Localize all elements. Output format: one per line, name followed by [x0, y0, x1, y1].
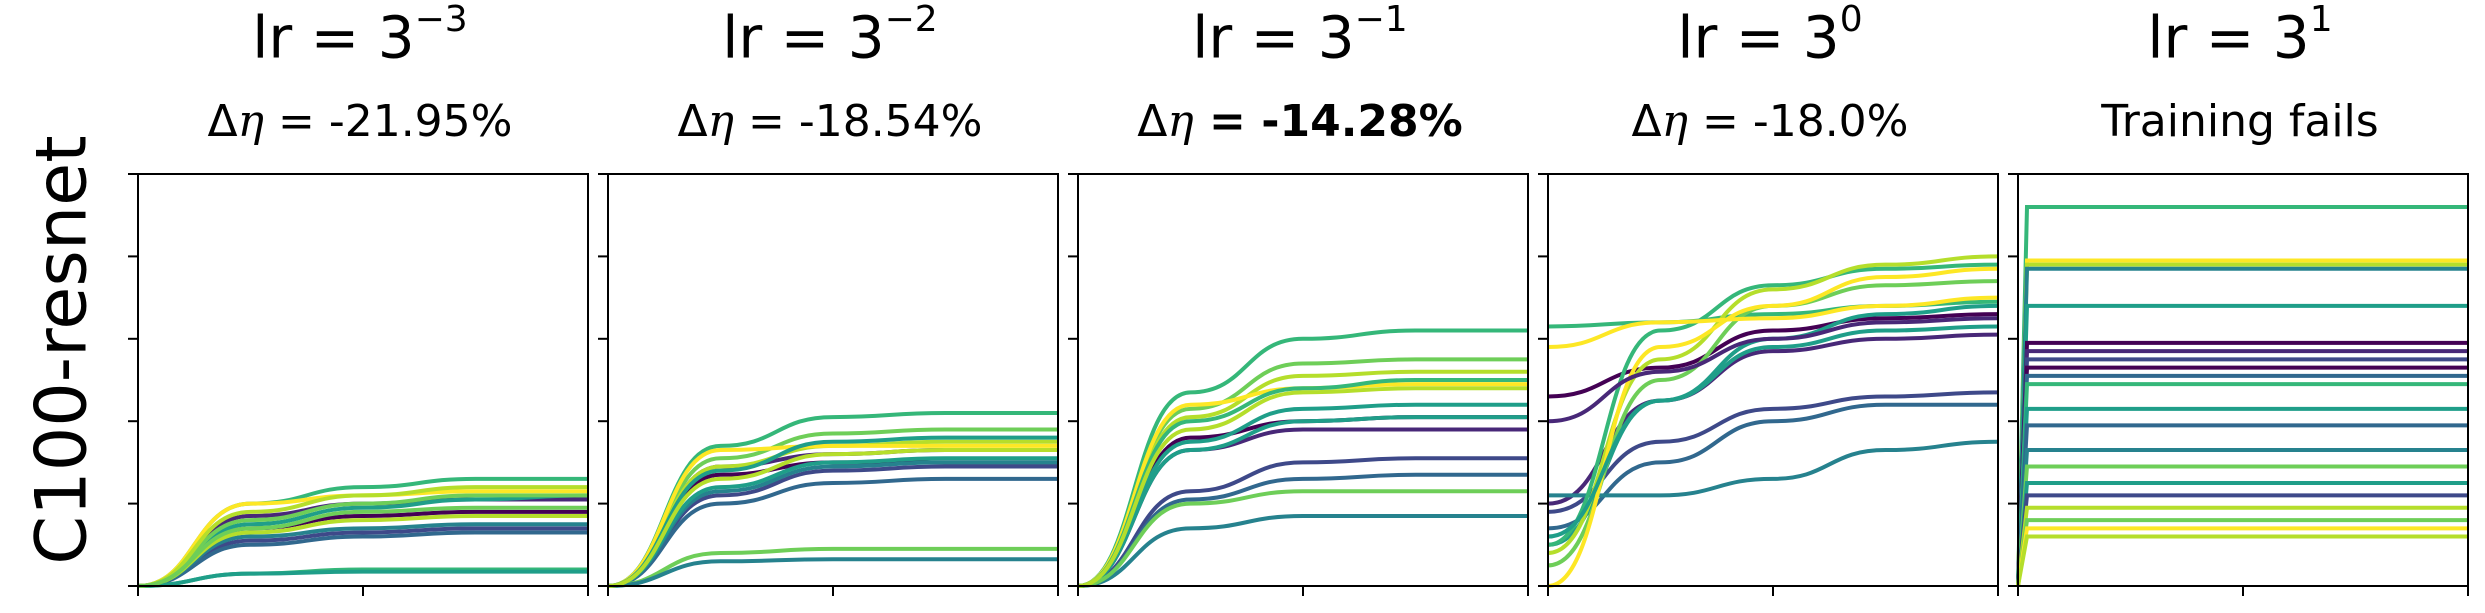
- panel-title-5: lr = 31: [2147, 0, 2333, 72]
- series-line: [1548, 439, 1999, 498]
- plot-panel-4: [1538, 173, 1999, 596]
- series-line: [1077, 456, 1528, 588]
- panel-subtitle-3: Δη = -14.28%: [1137, 96, 1463, 147]
- series-line: [2016, 340, 2468, 587]
- panel-subtitle-4: Δη = -18.0%: [1631, 96, 1909, 147]
- row-label: C100-resnet: [21, 135, 103, 565]
- series-line: [607, 435, 1058, 588]
- panel-title-1: lr = 3−3: [252, 0, 468, 72]
- series-line: [1077, 513, 1528, 588]
- series-line: [2016, 534, 2468, 587]
- series-line: [1547, 262, 1999, 547]
- series-line: [1077, 489, 1528, 588]
- panel-subtitle-5: Training fails: [2101, 96, 2379, 147]
- series-line: [1547, 303, 1999, 539]
- series-line: [607, 456, 1058, 588]
- series-line: [137, 526, 588, 588]
- series-line: [1547, 312, 1999, 399]
- line-chart-1: [128, 173, 589, 596]
- series-line: [607, 448, 1058, 588]
- series-line: [1077, 382, 1529, 588]
- series-line: [1077, 415, 1528, 588]
- series-line: [137, 505, 588, 588]
- series-line: [1547, 390, 1999, 514]
- series-line: [1547, 402, 1998, 531]
- series-line: [2016, 382, 2468, 587]
- line-chart-2: [598, 173, 1059, 596]
- series-line: [607, 546, 1058, 588]
- series-line: [2016, 357, 2468, 587]
- line-chart-3: [1068, 173, 1529, 596]
- series-line: [2016, 303, 2468, 587]
- series-line: [1077, 386, 1528, 588]
- panel-title-2: lr = 3−2: [722, 0, 938, 72]
- series-line: [137, 513, 588, 588]
- series-line: [2016, 365, 2468, 587]
- panel-title-4: lr = 30: [1677, 0, 1863, 72]
- series-line: [2016, 481, 2468, 587]
- plot-panel-1: [128, 173, 589, 596]
- panel-subtitle-1: Δη = -21.95%: [207, 96, 513, 147]
- series-line: [1077, 415, 1528, 588]
- series-line: [607, 476, 1058, 588]
- series-line: [607, 443, 1058, 588]
- plot-panel-5: [2008, 173, 2469, 596]
- line-chart-4: [1538, 173, 1999, 596]
- series-line: [137, 530, 588, 588]
- series-line: [1547, 316, 1999, 424]
- series-line: [137, 569, 588, 588]
- series-line: [137, 485, 588, 588]
- plot-frame: [2017, 173, 2469, 587]
- plot-frame: [1547, 173, 1999, 587]
- panel-subtitle-2: Δη = -18.54%: [677, 96, 983, 147]
- series-line: [2016, 448, 2468, 587]
- series-line: [1547, 295, 1999, 350]
- panel-title-3: lr = 3−1: [1192, 0, 1408, 72]
- plot-panel-2: [598, 173, 1059, 596]
- line-chart-5: [2008, 173, 2469, 596]
- plot-panel-3: [1068, 173, 1529, 596]
- series-line: [607, 557, 1058, 588]
- series-line: [2016, 406, 2468, 587]
- series-line: [137, 493, 588, 588]
- series-line: [2016, 349, 2468, 587]
